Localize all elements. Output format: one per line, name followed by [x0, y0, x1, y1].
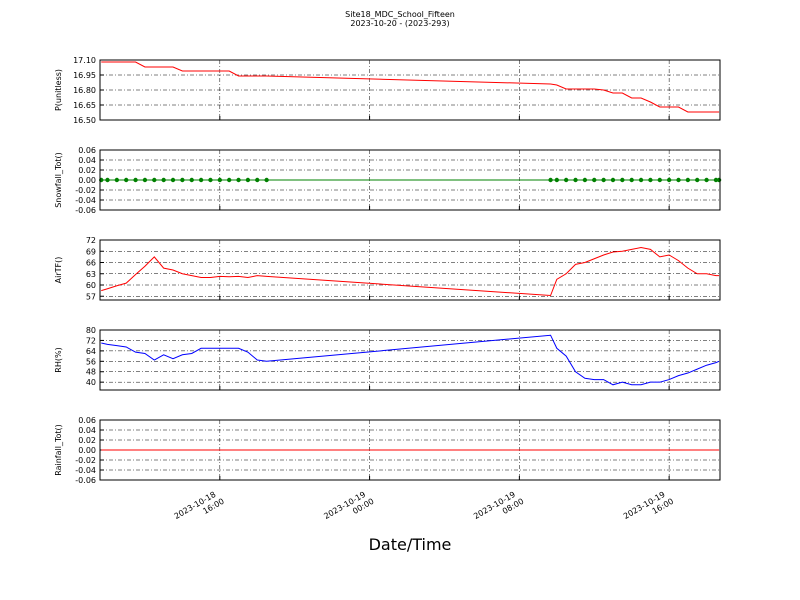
y-tick-label: 16.95 [73, 71, 96, 80]
y-tick-label: 48 [86, 368, 96, 377]
y-tick-label: 40 [86, 378, 96, 387]
axes-frame [99, 59, 721, 121]
data-point [610, 177, 616, 183]
x-axis-label: Date/Time [369, 535, 452, 554]
data-point [142, 177, 148, 183]
data-point [685, 177, 691, 183]
data-point [563, 177, 569, 183]
y-tick-label: 0.06 [78, 146, 96, 155]
y-tick-label: -0.02 [75, 456, 96, 465]
y-tick-label: 69 [86, 247, 96, 256]
data-point [226, 177, 232, 183]
y-axis-label: AirTF() [54, 257, 63, 284]
data-point [716, 177, 722, 183]
data-point [629, 177, 634, 183]
data-line [101, 61, 720, 113]
y-tick-label: 16.80 [73, 86, 96, 95]
axes-frame [99, 419, 721, 481]
subtitle: 2023-10-20 - (2023-293) [350, 19, 449, 28]
data-point [236, 177, 241, 183]
data-point [170, 177, 176, 183]
data-point [592, 177, 597, 183]
y-tick-label: 17.10 [73, 56, 96, 65]
data-point [264, 177, 269, 183]
y-tick-label: 66 [86, 259, 96, 268]
data-line [101, 246, 720, 297]
y-tick-label: 0.04 [78, 156, 96, 165]
x-tick-label: 2023-10-1900:00 [322, 488, 375, 530]
y-tick-label: 0.00 [78, 176, 96, 185]
axes-frame [99, 239, 721, 301]
y-tick-label: 0.04 [78, 426, 96, 435]
y-tick-label: 0.00 [78, 446, 96, 455]
y-tick-label: 63 [86, 270, 96, 279]
data-point [217, 177, 223, 183]
y-tick-label: -0.06 [75, 206, 96, 215]
y-tick-label: -0.06 [75, 476, 96, 485]
y-tick-label: 80 [86, 326, 96, 335]
axes-frame [99, 329, 721, 391]
y-axis-label: RH(%) [54, 347, 63, 372]
y-tick-label: -0.04 [75, 196, 96, 205]
y-axis-label: P(unitless) [54, 69, 63, 111]
data-point [189, 177, 194, 183]
y-tick-label: 0.02 [78, 166, 96, 175]
data-point [657, 177, 662, 183]
y-tick-label: 56 [86, 357, 96, 366]
data-point [676, 177, 681, 183]
y-tick-label: 72 [86, 336, 96, 345]
data-point [245, 177, 251, 183]
data-point [133, 177, 138, 183]
data-point [554, 177, 560, 183]
y-tick-label: 60 [86, 281, 96, 290]
data-point [105, 177, 110, 183]
data-point [548, 177, 553, 183]
data-point [666, 177, 672, 183]
data-point [638, 177, 644, 183]
x-tick-label: 2023-10-1816:00 [173, 488, 226, 530]
y-tick-label: 64 [86, 347, 96, 356]
data-point [255, 177, 260, 183]
data-point [695, 177, 700, 183]
data-point [648, 177, 653, 183]
title: Site18_MDC_School_Fifteen [345, 10, 455, 19]
x-tick-label: 2023-10-1916:00 [622, 488, 675, 530]
y-tick-label: 0.02 [78, 436, 96, 445]
data-point [601, 177, 606, 183]
data-point [180, 177, 185, 183]
data-point [208, 177, 213, 183]
data-point [704, 177, 709, 183]
y-tick-label: 16.65 [73, 101, 96, 110]
y-axis-label: Rainfall_Tot() [54, 424, 63, 476]
y-tick-label: 16.50 [73, 116, 96, 125]
y-tick-label: 0.06 [78, 416, 96, 425]
data-point [620, 177, 625, 183]
y-tick-label: -0.02 [75, 186, 96, 195]
y-tick-label: 57 [86, 292, 96, 301]
data-point [198, 177, 204, 183]
data-line [101, 334, 720, 386]
data-point [114, 177, 120, 183]
data-point [713, 177, 719, 183]
axes-frame [99, 149, 721, 211]
y-tick-label: -0.04 [75, 466, 96, 475]
data-point [573, 177, 578, 183]
x-tick-label: 2023-10-1908:00 [472, 488, 525, 530]
data-point [152, 177, 157, 183]
data-point [582, 177, 588, 183]
y-tick-label: 72 [86, 236, 96, 245]
data-point [124, 177, 129, 183]
data-point [161, 177, 166, 183]
y-axis-label: Snowfall_Tot() [54, 152, 63, 208]
